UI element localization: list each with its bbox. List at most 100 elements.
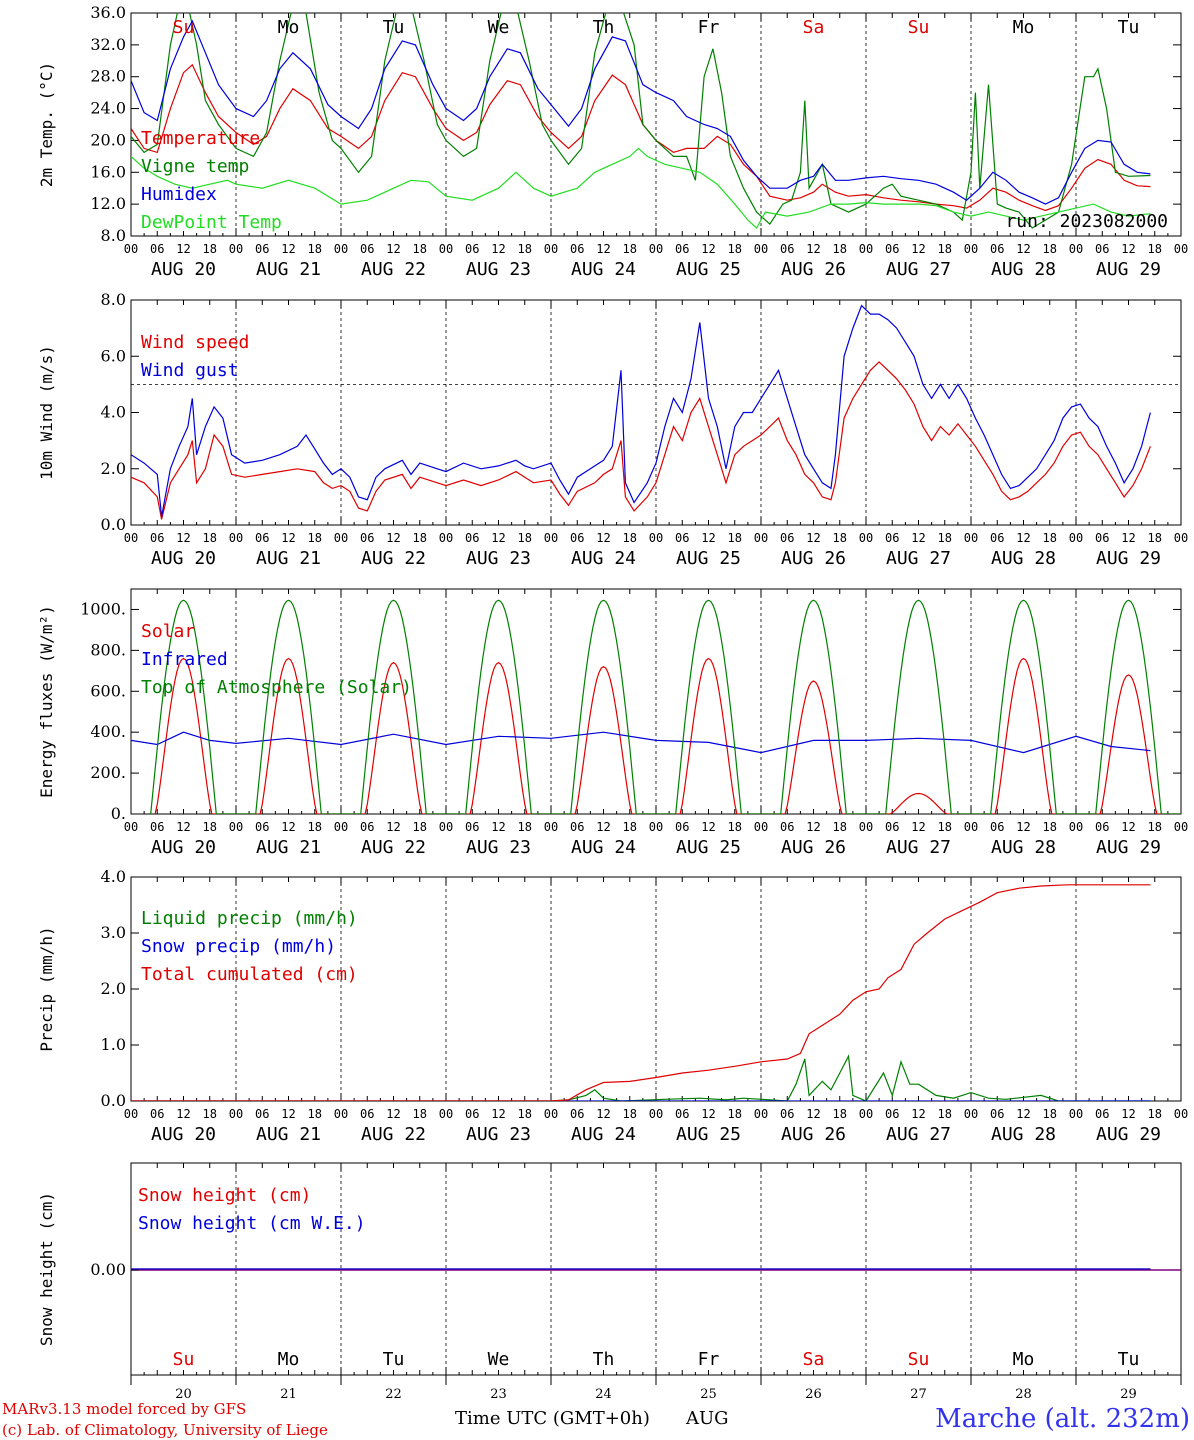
series-line-solar <box>154 657 1181 814</box>
legend-entry: Total cumulated (cm) <box>141 964 358 985</box>
x-hour-label: 12 <box>911 242 925 256</box>
day-name-top: Mo <box>278 17 300 38</box>
x-hour-label: 00 <box>544 242 558 256</box>
y-tick-label: 2.0 <box>101 459 126 478</box>
day-name-top: Su <box>173 17 195 38</box>
date-label: AUG 24 <box>571 1124 636 1145</box>
y-tick-label: 200. <box>90 763 126 782</box>
legend-entry: Top of Atmosphere (Solar) <box>141 677 412 698</box>
date-label: AUG 22 <box>361 548 426 569</box>
date-label: AUG 29 <box>1096 1124 1161 1145</box>
x-hour-label: 06 <box>150 242 164 256</box>
x-hour-label: 18 <box>938 531 952 545</box>
y-tick-label: 24.0 <box>90 99 126 118</box>
x-hour-label: 06 <box>675 531 689 545</box>
x-hour-label: 00 <box>649 820 663 834</box>
x-hour-label: 12 <box>1016 820 1030 834</box>
x-hour-label: 06 <box>675 1107 689 1121</box>
x-hour-label: 06 <box>780 531 794 545</box>
x-hour-label: 00 <box>1174 820 1188 834</box>
x-hour-label: 06 <box>360 242 374 256</box>
day-name-top: Th <box>593 17 615 38</box>
x-hour-label: 12 <box>1121 820 1135 834</box>
date-label: AUG 26 <box>781 837 846 858</box>
date-label: AUG 22 <box>361 837 426 858</box>
series-line-liquid-precip-mm-h- <box>131 1054 1151 1101</box>
x-hour-label: 06 <box>1095 1107 1109 1121</box>
x-hour-label: 18 <box>623 820 637 834</box>
x-hour-label: 06 <box>885 820 899 834</box>
x-hour-label: 00 <box>229 242 243 256</box>
day-name-top: Su <box>908 17 930 38</box>
x-hour-label: 06 <box>990 531 1004 545</box>
x-hour-label: 18 <box>623 1107 637 1121</box>
day-name-bottom: Mo <box>278 1349 300 1370</box>
series-line-total-cumulated-cm- <box>131 884 1151 1101</box>
date-label: AUG 20 <box>151 259 216 280</box>
x-hour-label: 06 <box>990 820 1004 834</box>
legend-entry: Wind speed <box>141 332 249 353</box>
x-hour-label: 06 <box>150 820 164 834</box>
series-group <box>131 599 1181 814</box>
x-hour-label: 06 <box>255 1107 269 1121</box>
x-hour-label: 18 <box>1148 242 1162 256</box>
x-hour-label: 06 <box>990 1107 1004 1121</box>
y-axis-label: Snow height (cm) <box>37 1192 56 1346</box>
x-hour-label: 18 <box>833 531 847 545</box>
date-label: AUG 25 <box>676 259 741 280</box>
x-hour-label: 18 <box>308 531 322 545</box>
x-hour-label: 00 <box>649 1107 663 1121</box>
x-hour-label: 00 <box>334 1107 348 1121</box>
x-hour-label: 12 <box>911 1107 925 1121</box>
x-hour-label: 00 <box>859 531 873 545</box>
date-label: AUG 27 <box>886 548 951 569</box>
x-hour-label: 18 <box>728 531 742 545</box>
x-hour-label: 18 <box>1043 242 1057 256</box>
x-hour-label: 06 <box>990 242 1004 256</box>
x-hour-label: 00 <box>544 820 558 834</box>
x-hour-label: 00 <box>1069 820 1083 834</box>
date-label: AUG 20 <box>151 837 216 858</box>
legend-entry: Humidex <box>141 184 217 205</box>
day-number: 26 <box>805 1387 822 1402</box>
legend-entry: Infrared <box>141 649 228 670</box>
x-hour-label: 12 <box>806 531 820 545</box>
x-hour-label: 18 <box>518 1107 532 1121</box>
x-hour-label: 12 <box>596 531 610 545</box>
x-hour-label: 18 <box>938 242 952 256</box>
x-hour-label: 12 <box>1121 1107 1135 1121</box>
y-tick-label: 8.0 <box>101 226 126 245</box>
x-hour-label: 00 <box>649 531 663 545</box>
x-hour-label: 12 <box>176 1107 190 1121</box>
plot-frame <box>130 588 1182 815</box>
x-hour-label: 12 <box>281 242 295 256</box>
y-tick-label: 600. <box>90 681 126 700</box>
day-name-bottom: Fr <box>698 1349 720 1370</box>
x-hour-label: 18 <box>728 242 742 256</box>
day-number: 25 <box>700 1387 717 1402</box>
x-hour-label: 06 <box>780 1107 794 1121</box>
x-hour-label: 12 <box>806 242 820 256</box>
date-label: AUG 28 <box>991 837 1056 858</box>
x-hour-label: 18 <box>1043 820 1057 834</box>
x-hour-label: 12 <box>596 242 610 256</box>
day-name-top: Fr <box>698 17 720 38</box>
y-tick-label: 0.0 <box>101 515 126 534</box>
x-hour-label: 06 <box>255 531 269 545</box>
day-name-top: Mo <box>1013 17 1035 38</box>
day-name-top: Tu <box>383 17 405 38</box>
date-label: AUG 21 <box>256 1124 321 1145</box>
x-hour-label: 12 <box>1016 1107 1030 1121</box>
x-hour-label: 12 <box>386 531 400 545</box>
x-hour-label: 18 <box>308 242 322 256</box>
day-name-bottom: We <box>488 1349 510 1370</box>
y-tick-label: 6.0 <box>101 346 126 365</box>
y-tick-label: 36.0 <box>90 3 126 22</box>
plot-frame <box>130 299 1182 526</box>
x-hour-label: 06 <box>360 1107 374 1121</box>
day-name-top: We <box>488 17 510 38</box>
x-hour-label: 00 <box>439 1107 453 1121</box>
x-hour-label: 18 <box>938 820 952 834</box>
x-hour-label: 06 <box>570 820 584 834</box>
legend-entry: DewPoint Temp <box>141 212 282 233</box>
